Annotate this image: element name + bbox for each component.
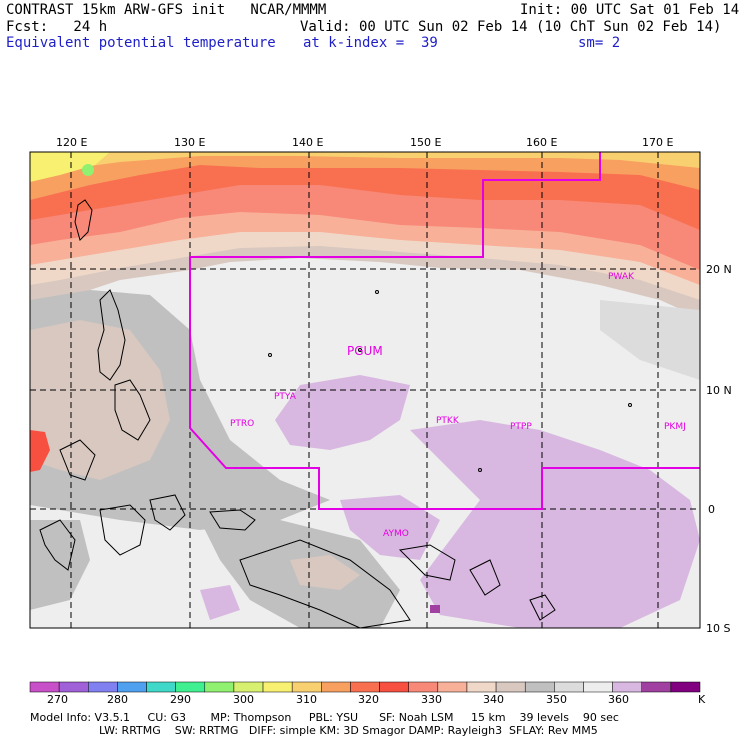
station-pgum: PGUM xyxy=(347,344,383,358)
colorbar-label-360: 360 xyxy=(608,693,629,706)
station-pkmj: PKMJ xyxy=(664,422,686,432)
colorbar-label-310: 310 xyxy=(296,693,317,706)
map-frame xyxy=(29,151,701,629)
colorbar-swatch xyxy=(670,681,701,693)
lon-label-170e: 170 E xyxy=(642,136,674,149)
colorbar-unit: K xyxy=(698,693,706,706)
fir-boundary xyxy=(189,152,700,510)
station-ptpp: PTPP xyxy=(510,422,532,432)
colorbar-label-290: 290 xyxy=(170,693,191,706)
model-info-line1: Model Info: V3.5.1 CU: G3 MP: Thompson P… xyxy=(30,711,619,724)
colorbar-swatch xyxy=(641,681,672,693)
station-pwak: PWAK xyxy=(608,272,634,282)
lon-label-140e: 140 E xyxy=(292,136,324,149)
smoothing: sm= 2 xyxy=(578,35,621,51)
colorbar-swatch xyxy=(262,681,293,693)
lon-label-120e: 120 E xyxy=(56,136,88,149)
colorbar-swatch xyxy=(175,681,206,693)
colorbar-label-270: 270 xyxy=(47,693,68,706)
station-ptya: PTYA xyxy=(274,392,296,402)
forecast-hour: Fcst: 24 h xyxy=(6,19,108,35)
colorbar-swatch xyxy=(204,681,235,693)
station-ptro: PTRO xyxy=(230,419,255,429)
colorbar xyxy=(29,681,701,693)
lat-label-10n: 10 N xyxy=(706,384,732,397)
coastlines xyxy=(39,199,632,628)
colorbar-swatch xyxy=(408,681,439,693)
colorbar-swatch xyxy=(29,681,60,693)
colorbar-label-330: 330 xyxy=(421,693,442,706)
colorbar-swatch xyxy=(117,681,147,693)
colorbar-swatch xyxy=(58,681,89,693)
model-info-line2: LW: RRTMG SW: RRTMG DIFF: simple KM: 3D … xyxy=(99,724,598,737)
lon-label-150e: 150 E xyxy=(410,136,442,149)
colorbar-swatch xyxy=(466,681,497,693)
colorbar-swatch xyxy=(437,681,468,693)
colorbar-label-340: 340 xyxy=(483,693,504,706)
colorbar-label-350: 350 xyxy=(546,693,567,706)
colorbar-swatch xyxy=(379,681,409,693)
colorbar-swatch xyxy=(291,681,322,693)
colorbar-swatch xyxy=(612,681,642,693)
init-time: Init: 00 UTC Sat 01 Feb 14 xyxy=(520,2,740,18)
field-name: Equivalent potential temperature xyxy=(6,35,276,51)
station-ptkk: PTKK xyxy=(436,416,459,426)
colorbar-swatch xyxy=(146,681,176,693)
colorbar-swatch xyxy=(524,681,555,693)
lon-label-130e: 130 E xyxy=(174,136,206,149)
colorbar-swatch xyxy=(350,681,380,693)
valid-time: Valid: 00 UTC Sun 02 Feb 14 (10 ChT Sun … xyxy=(300,19,722,35)
model-title: CONTRAST 15km ARW-GFS init NCAR/MMMM xyxy=(6,2,327,18)
lon-label-160e: 160 E xyxy=(526,136,558,149)
colorbar-swatch xyxy=(233,681,264,693)
lat-label-20n: 20 N xyxy=(706,263,732,276)
colorbar-swatch xyxy=(321,681,351,693)
colorbar-label-320: 320 xyxy=(358,693,379,706)
lat-label-equator: 0 xyxy=(708,503,715,516)
station-aymo: AYMO xyxy=(383,529,409,539)
colorbar-label-300: 300 xyxy=(233,693,254,706)
colorbar-swatch xyxy=(495,681,526,693)
colorbar-label-280: 280 xyxy=(107,693,128,706)
colorbar-swatch xyxy=(88,681,118,693)
lat-label-10s: 10 S xyxy=(706,622,731,635)
colorbar-swatch xyxy=(583,681,613,693)
level-index: at k-index = 39 xyxy=(303,35,438,51)
colorbar-swatch xyxy=(554,681,584,693)
